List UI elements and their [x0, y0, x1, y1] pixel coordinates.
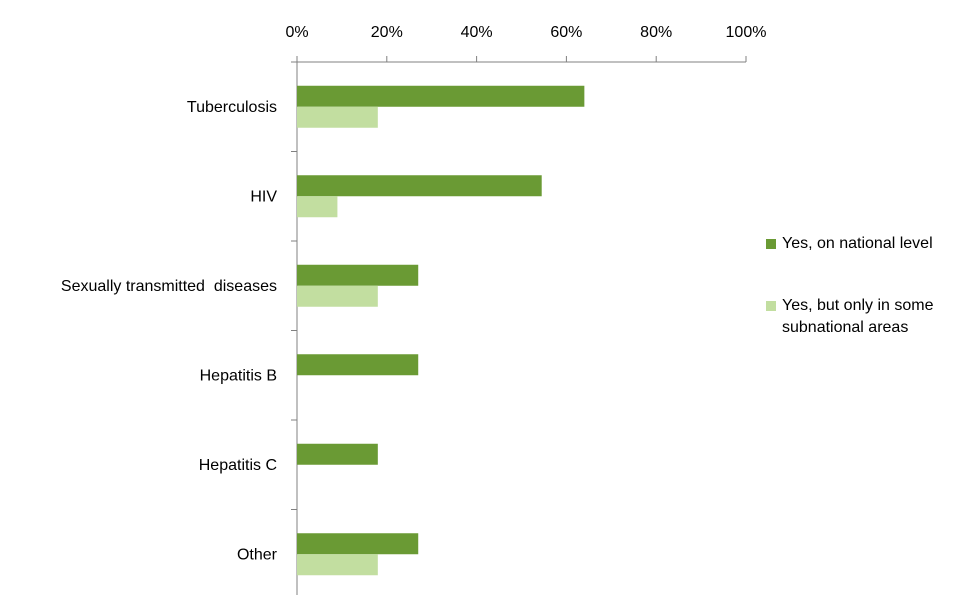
bars: [297, 85, 585, 576]
legend-label-national: Yes, on national level: [782, 235, 933, 252]
category-label: Hepatitis C: [199, 457, 277, 474]
category-label: Other: [237, 546, 278, 563]
x-tick-label: 20%: [371, 24, 403, 41]
bar-subnational: [297, 106, 378, 128]
bar-national: [297, 85, 585, 107]
y-axis: Tuberculosis HIV Sexually transmitted dise…: [61, 61, 298, 595]
category-label: Sexually transmitted diseases: [61, 278, 277, 295]
legend-label-subnational: Yes, but only in some subnational areas: [782, 297, 934, 336]
bar-subnational: [297, 285, 378, 307]
bar-national: [297, 443, 378, 465]
legend: Yes, on national level Yes, but only in …: [766, 233, 974, 339]
bar-subnational: [297, 554, 378, 576]
bar-subnational: [297, 196, 338, 218]
legend-item-subnational: Yes, but only in some subnational areas: [766, 295, 974, 339]
bar-national: [297, 354, 419, 376]
legend-swatch-subnational: [766, 301, 776, 311]
bar-national: [297, 533, 419, 555]
x-tick-label: 0%: [285, 24, 308, 41]
legend-swatch-national: [766, 239, 776, 249]
bar-national: [297, 175, 542, 197]
x-tick-label: 40%: [461, 24, 493, 41]
category-label: Hepatitis B: [200, 367, 277, 384]
x-tick-label: 100%: [726, 24, 767, 41]
legend-item-national: Yes, on national level: [766, 233, 974, 255]
category-label: Tuberculosis: [187, 99, 277, 116]
x-tick-label: 60%: [550, 24, 582, 41]
x-axis: 0% 20% 40% 60% 80% 100%: [285, 24, 767, 63]
x-tick-label: 80%: [640, 24, 672, 41]
category-label: HIV: [250, 188, 277, 205]
bar-national: [297, 264, 419, 286]
